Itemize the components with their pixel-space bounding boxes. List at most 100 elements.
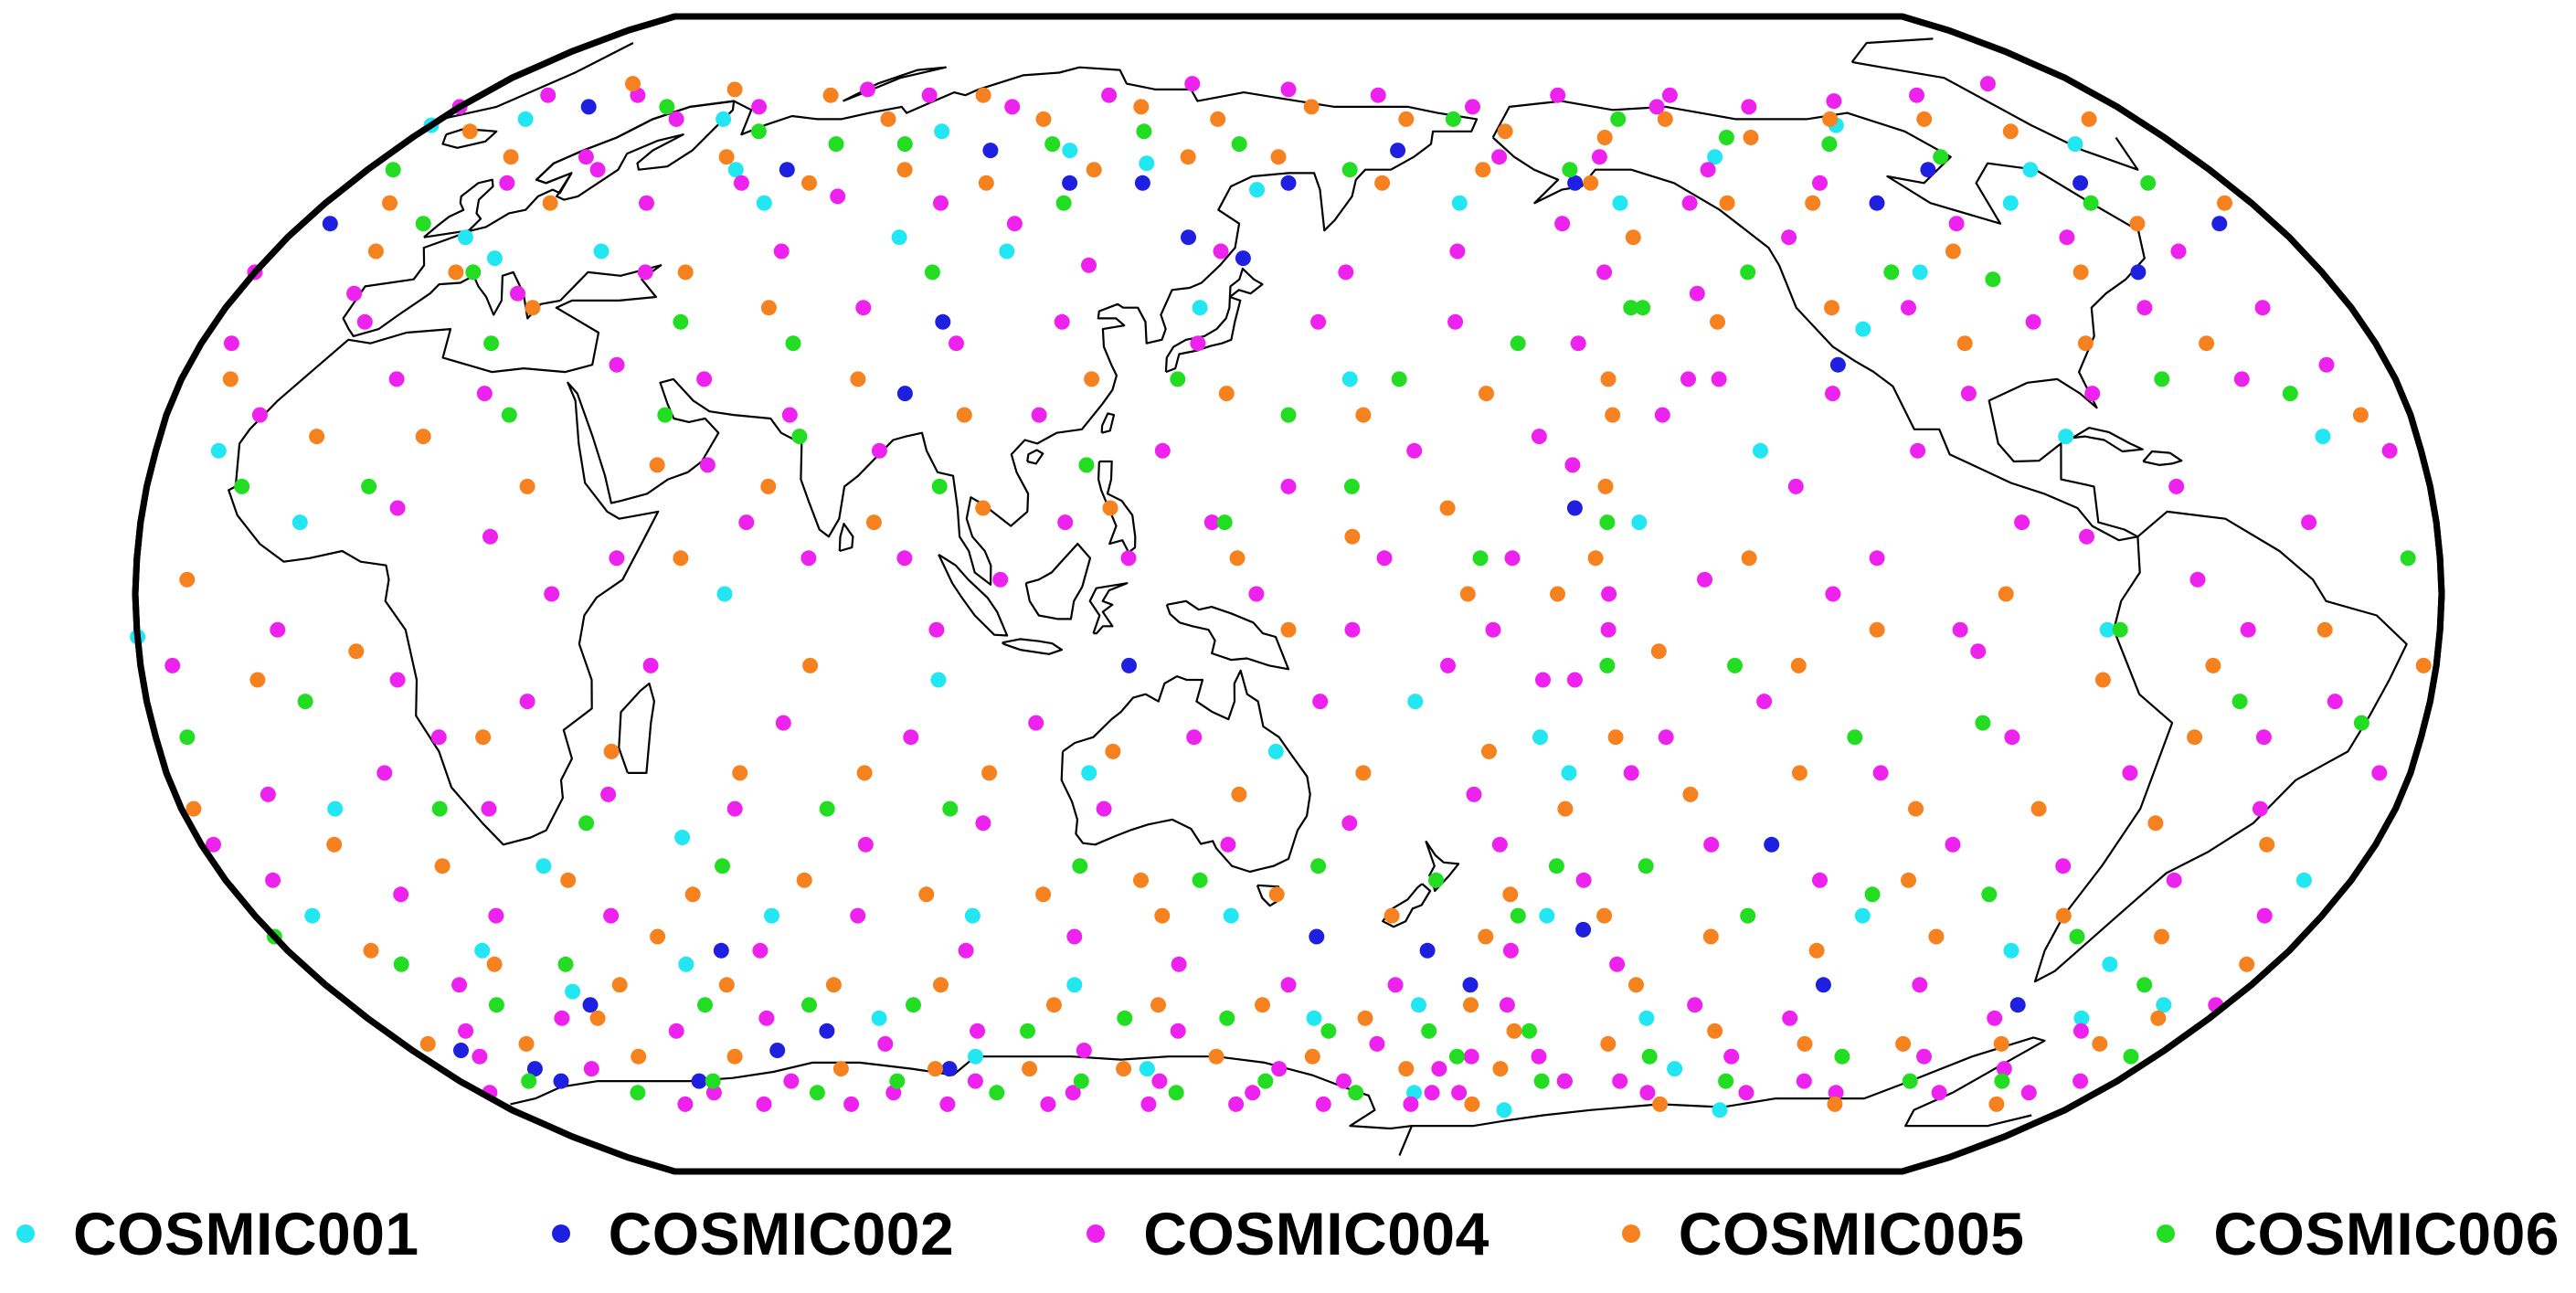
occultation-point (1738, 1085, 1754, 1101)
occultation-point (785, 335, 801, 352)
occultation-point (376, 765, 393, 781)
occultation-point (1419, 942, 1436, 959)
occultation-point (458, 1023, 474, 1039)
occultation-point (2252, 800, 2268, 817)
occultation-point (825, 977, 842, 993)
occultation-point (1812, 872, 1828, 888)
occultation-point (1854, 907, 1871, 924)
occultation-point (860, 81, 875, 98)
occultation-point (1824, 300, 1839, 316)
occultation-point (1910, 442, 1926, 459)
occultation-point (1687, 997, 1703, 1013)
occultation-point (1020, 1023, 1035, 1039)
occultation-point (1235, 250, 1251, 267)
legend: COSMIC001 COSMIC002 COSMIC004 COSMIC005 … (0, 1188, 2576, 1279)
occultation-point (486, 956, 503, 972)
occultation-point (1120, 550, 1137, 567)
occultation-point (1727, 657, 1743, 673)
occultation-point (223, 335, 239, 352)
occultation-point (1424, 1085, 1440, 1101)
occultation-point (1791, 765, 1807, 781)
occultation-point (1790, 657, 1807, 673)
occultation-point (677, 1096, 694, 1112)
occultation-point (1869, 195, 1885, 211)
occultation-point (934, 123, 950, 140)
occultation-point (1355, 407, 1372, 423)
occultation-point (1139, 1061, 1155, 1077)
occultation-point (1531, 1048, 1547, 1065)
occultation-point (903, 729, 919, 746)
occultation-point (928, 1061, 943, 1077)
occultation-point (673, 313, 689, 330)
occultation-point (1150, 997, 1166, 1013)
occultation-point (1510, 335, 1526, 352)
occultation-point (625, 76, 641, 92)
occultation-point (1652, 1096, 1669, 1112)
occultation-point (1756, 694, 1773, 710)
occultation-point (751, 99, 768, 115)
occultation-point (1970, 643, 1987, 660)
occultation-point (1280, 478, 1297, 494)
occultation-point (1916, 111, 1933, 127)
occultation-point (164, 657, 181, 673)
occultation-point (1556, 1073, 1573, 1089)
occultation-point (1186, 729, 1203, 746)
occultation-point (978, 175, 994, 191)
occultation-point (1449, 243, 1466, 260)
occultation-point (2282, 386, 2298, 402)
occultation-point (361, 478, 377, 494)
occultation-point (1535, 672, 1551, 688)
occultation-point (1341, 815, 1358, 832)
occultation-point (2199, 335, 2215, 352)
occultation-point (1689, 285, 1705, 302)
occultation-point (1539, 907, 1555, 924)
occultation-point (1228, 1096, 1245, 1112)
occultation-point (2112, 621, 2128, 638)
occultation-point (356, 313, 373, 330)
occultation-point (483, 335, 500, 352)
occultation-point (1338, 264, 1354, 281)
occultation-point (930, 672, 947, 688)
occultation-point (1600, 621, 1617, 638)
occultation-point (578, 149, 594, 165)
coastline-sri-lanka (838, 523, 854, 553)
legend-marker (1087, 1224, 1106, 1243)
occultation-point (1740, 907, 1756, 924)
coastline-hainan (1026, 449, 1044, 465)
occultation-point (560, 872, 577, 888)
occultation-point (1035, 111, 1052, 127)
occultation-point (583, 1061, 599, 1077)
legend-item-cosmic004: COSMIC004 (1087, 1199, 1489, 1268)
occultation-point (1190, 335, 1206, 352)
occultation-point (535, 858, 552, 874)
occultation-point (1988, 1096, 2005, 1112)
occultation-point (958, 942, 974, 959)
coastline-philippines (1097, 460, 1137, 554)
occultation-point (1208, 1048, 1224, 1065)
occultation-point (2295, 872, 2312, 888)
occultation-point (783, 1073, 800, 1089)
occultation-point (1421, 1023, 1437, 1039)
occultation-point (1566, 500, 1583, 516)
occultation-point (501, 407, 517, 423)
occultation-point (1223, 907, 1239, 924)
occultation-point (832, 1061, 849, 1077)
occultation-point (1343, 478, 1360, 494)
occultation-point (2327, 694, 2343, 710)
occultation-point (896, 136, 913, 153)
occultation-point (2187, 729, 2203, 746)
occultation-point (2170, 243, 2187, 260)
occultation-point (1465, 99, 1480, 115)
occultation-point (465, 264, 482, 281)
series-cosmic006 (179, 99, 2416, 1101)
occultation-point (1448, 1048, 1465, 1065)
occultation-point (1096, 800, 1112, 817)
occultation-point (510, 285, 525, 302)
coastline-scandinavia (535, 100, 736, 201)
occultation-point (1557, 800, 1574, 817)
occultation-point (1628, 977, 1644, 993)
occultation-point (1231, 136, 1247, 153)
occultation-point (1057, 514, 1074, 531)
occultation-point (1981, 886, 1998, 903)
occultation-point (1491, 149, 1508, 165)
